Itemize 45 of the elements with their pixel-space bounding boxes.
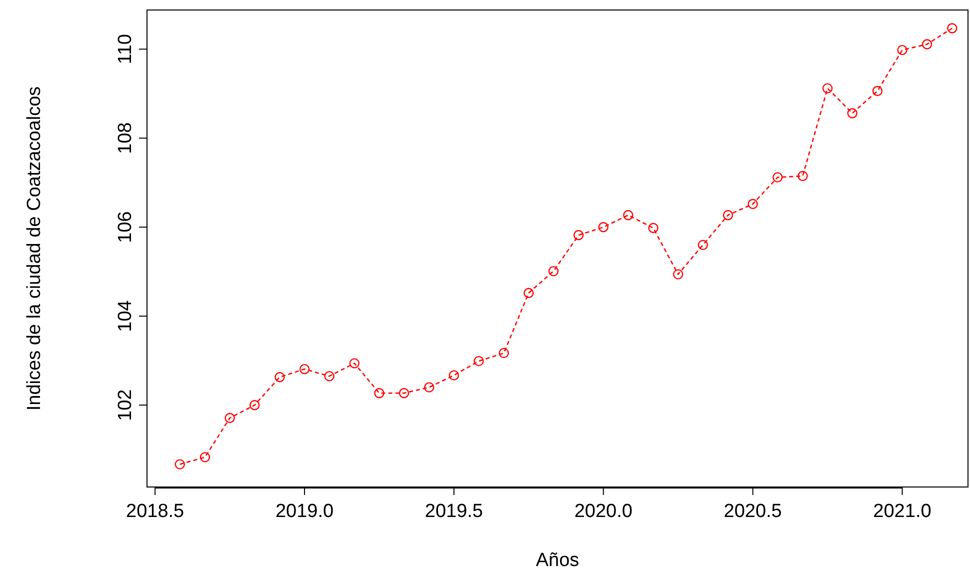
x-axis-title: Años: [536, 550, 580, 571]
point: [623, 210, 634, 220]
point: [648, 222, 658, 234]
point: [897, 44, 908, 56]
point: [847, 108, 858, 118]
x-tick-label: 2020.5: [724, 501, 782, 522]
point: [174, 459, 185, 470]
point: [598, 222, 608, 232]
y-tick-label: 110: [115, 34, 136, 64]
point: [722, 210, 734, 220]
point: [947, 23, 958, 34]
point: [224, 412, 235, 424]
point: [798, 170, 808, 182]
point: [672, 269, 684, 280]
point: [772, 172, 783, 182]
point: [424, 382, 434, 392]
point: [872, 86, 883, 96]
point: [573, 230, 584, 240]
point: [922, 39, 932, 50]
point: [548, 266, 559, 276]
y-tick-label: 106: [115, 211, 136, 243]
point: [324, 371, 334, 382]
x-tick-label: 2020.0: [574, 501, 632, 522]
point: [398, 388, 410, 398]
y-tick-label: 108: [115, 122, 136, 154]
point: [748, 198, 758, 210]
point: [374, 388, 384, 398]
point: [274, 372, 285, 382]
x-tick-label: 2018.5: [126, 501, 184, 522]
y-axis-title: Indices de la ciudad de Coatzacoalcos: [24, 86, 45, 411]
point: [498, 348, 509, 358]
y-tick-label: 102: [115, 389, 136, 421]
x-tick-label: 2019.5: [424, 501, 484, 522]
point: [200, 452, 210, 462]
point: [448, 370, 460, 380]
point: [524, 288, 534, 298]
point: [474, 356, 484, 366]
y-tick-label: 104: [115, 300, 136, 332]
point: [349, 358, 360, 368]
x-tick-label: 2019.0: [275, 501, 334, 522]
point: [822, 83, 833, 94]
point: [698, 240, 708, 250]
point: [299, 364, 310, 374]
point: [249, 400, 260, 410]
x-tick-label: 2021.0: [873, 501, 932, 522]
